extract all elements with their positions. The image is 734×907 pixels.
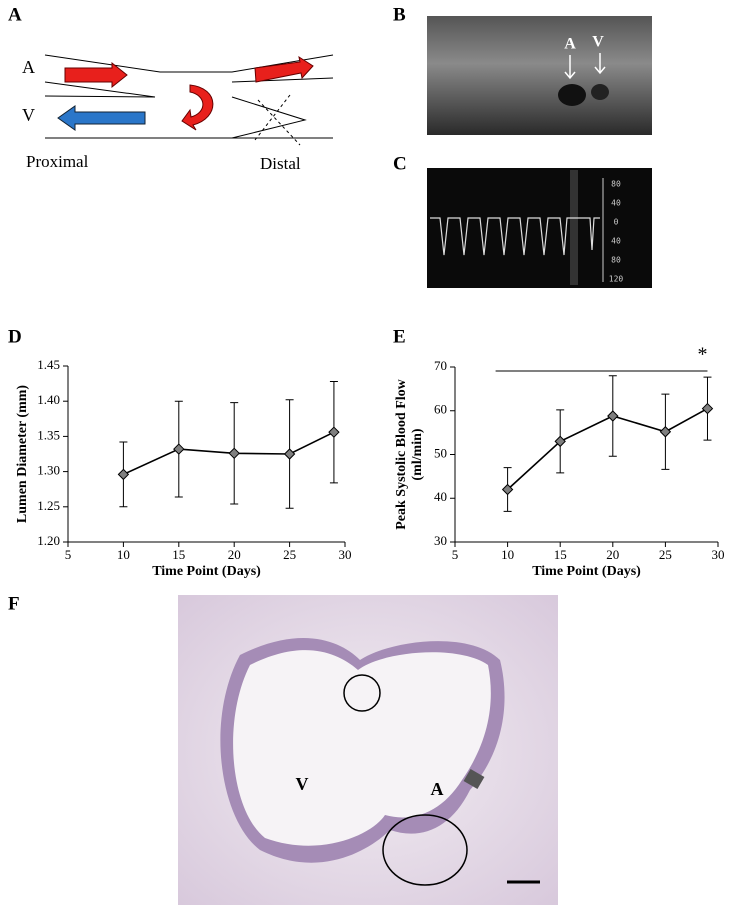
marker (659, 426, 672, 438)
marker (607, 410, 619, 422)
panel-letter: E (393, 326, 406, 347)
y-tick-label: 1.20 (37, 533, 60, 548)
x-tick-label: 30 (712, 547, 725, 562)
x-tick-label: 5 (65, 547, 72, 562)
scale-label: 120 (609, 275, 624, 284)
panel-letter: A (8, 4, 22, 25)
scale-label: 80 (611, 256, 621, 265)
marker (117, 468, 130, 481)
label: A (431, 779, 444, 799)
label: V (296, 774, 309, 794)
y-axis-label: (ml/min) (410, 428, 425, 480)
schematic (44, 54, 334, 146)
x-tick-label: 5 (452, 547, 459, 562)
y-axis-label: Peak Systolic Blood Flow (394, 378, 409, 529)
y-tick-label: 1.30 (37, 463, 60, 478)
arrows (564, 53, 606, 80)
x-tick-label: 15 (554, 547, 567, 562)
label: Proximal (26, 152, 89, 171)
label: V (22, 105, 35, 125)
scale-label: 80 (611, 180, 621, 189)
circle (343, 674, 381, 712)
x-tick-label: 20 (228, 547, 241, 562)
marker (701, 402, 714, 415)
panel-letter: B (393, 4, 406, 25)
panel-letter: D (8, 326, 22, 347)
scale-label: 40 (611, 237, 621, 246)
y-tick-label: 40 (434, 489, 447, 504)
vessel (591, 84, 609, 100)
label: V (592, 34, 604, 51)
x-tick-label: 10 (117, 547, 130, 562)
annotation: * (697, 344, 707, 366)
x-tick-label: 30 (339, 547, 352, 562)
divider (570, 170, 578, 285)
label: A (22, 57, 35, 77)
x-tick-label: 20 (606, 547, 619, 562)
line (507, 407, 708, 491)
panel-letter: F (8, 593, 20, 614)
x-tick-label: 15 (172, 547, 185, 562)
debris (463, 768, 485, 790)
marker (554, 435, 566, 448)
vessel (558, 84, 586, 106)
scale-label: 0 (614, 218, 619, 227)
marker (228, 447, 240, 460)
lumen (233, 650, 491, 846)
x-tick-label: 25 (283, 547, 296, 562)
x-tick-label: 10 (501, 547, 514, 562)
y-tick-label: 1.45 (37, 357, 60, 372)
y-tick-label: 50 (434, 445, 447, 460)
marker (173, 443, 185, 455)
arrow (254, 55, 314, 83)
marker (501, 483, 514, 496)
marker (283, 448, 296, 460)
y-axis-label: Lumen Diameter (mm) (15, 385, 30, 523)
y-tick-label: 60 (434, 402, 447, 417)
y-tick-label: 30 (434, 533, 447, 548)
x-tick-label: 25 (659, 547, 672, 562)
arrow (181, 84, 214, 131)
waveform (430, 217, 600, 256)
marker (328, 426, 340, 438)
x-axis-label: Time Point (Days) (532, 564, 641, 579)
ultrasound-image (427, 16, 652, 135)
y-tick-label: 1.40 (37, 392, 60, 407)
arrow (57, 105, 146, 131)
circle (382, 814, 468, 886)
y-tick-label: 70 (434, 358, 447, 373)
doppler-image (427, 168, 652, 288)
scale-label: 40 (611, 199, 621, 208)
arrow (64, 61, 128, 89)
y-tick-label: 1.25 (37, 498, 60, 513)
panel-letter: C (393, 153, 407, 174)
label: Distal (260, 154, 301, 173)
label: A (564, 36, 576, 53)
y-tick-label: 1.35 (37, 427, 60, 442)
x-axis-label: Time Point (Days) (152, 564, 261, 579)
